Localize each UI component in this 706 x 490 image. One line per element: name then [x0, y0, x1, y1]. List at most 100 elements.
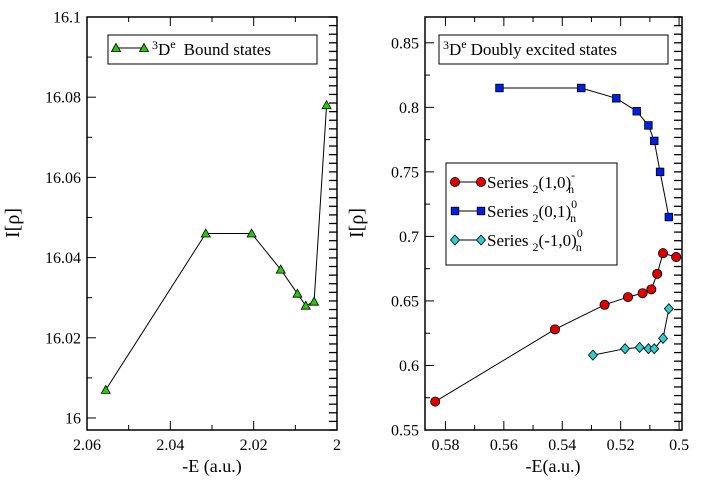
right-series-1-point [650, 136, 659, 146]
right-legend-marker-0 [449, 176, 460, 187]
right-legend-label-2-part-4: n [576, 240, 582, 254]
right-series-2-point [649, 343, 660, 355]
right-x-tick-label: 0.52 [607, 437, 635, 454]
left-panel: 2.06 2.04 2.02 21616.0216.0416.0616.0816.1 … [2, 10, 341, 478]
right-annotation-main: D [449, 40, 461, 59]
right-legend-label-1-part-0: Series [487, 202, 529, 221]
left-legend-marker-2 [138, 42, 150, 52]
right-legend-label-1-part-2: (0,1) [539, 202, 572, 221]
right-legend-label-0-part-1: 2 [533, 182, 539, 196]
right-series-1-point [612, 94, 621, 103]
right-series-0-point [637, 288, 648, 299]
left-series-0-point [321, 99, 332, 110]
left-legend-tail: Bound states [184, 40, 271, 59]
right-series-0-point [671, 252, 682, 263]
left-series-group [100, 99, 332, 394]
right-series-2-point [634, 341, 645, 353]
right-series-0-point [652, 268, 663, 279]
left-series-0-point [246, 228, 257, 238]
right-series-1-line [499, 87, 670, 218]
right-series-1-point [664, 212, 674, 222]
right-x-tick-label: 0.58 [431, 437, 459, 454]
right-series-0-point [658, 248, 669, 259]
right-y-axis-label: I[ρ] [346, 208, 368, 238]
left-plot-frame [86, 16, 338, 431]
right-annotation-sup: e [461, 37, 466, 51]
left-series-0-point [292, 288, 303, 298]
left-legend-marker-1 [110, 42, 122, 52]
right-series-0-point [646, 284, 657, 295]
right-series-2-point [620, 343, 631, 355]
right-legend-label-0-part-3: - [571, 168, 575, 182]
right-x-axis-label: -E(a.u.) [526, 456, 581, 477]
left-series-0-point [100, 384, 111, 394]
right-panel: 0.58 0.56 0.54 0.52 0.5 0.55 0.6 0.65 0.7 0.75 0.8… [346, 16, 689, 477]
right-series-2-point [663, 303, 674, 315]
right-series-2-point [587, 349, 598, 361]
left-legend-pre: 3 [152, 38, 158, 52]
right-series-1-point [644, 121, 653, 130]
right-series-1-point [632, 107, 641, 116]
right-series-2-point [657, 332, 669, 344]
left-x-tick-label: 2.02 [240, 437, 268, 454]
right-legend-label-0-part-4: n [568, 182, 574, 196]
left-x-tick-label: 2.06 [73, 437, 101, 454]
right-legend-marker-2 [449, 234, 461, 246]
right-annotation: 3De Doubly excited states [438, 34, 669, 65]
right-legend-marker-0 [475, 176, 486, 187]
left-y-tick-label: 16.04 [45, 250, 81, 267]
right-legend-label-2: Series 2(-1,0)0 n [487, 226, 583, 254]
right-annotation-pre: 3 [443, 38, 449, 52]
right-annotation-box [438, 34, 669, 65]
left-y-tick-label: 16.02 [45, 330, 81, 347]
right-legend-label-0-part-2: (1,0) [539, 173, 572, 192]
right-series-group [430, 83, 682, 407]
left-ticks: 2.06 2.04 2.02 2 16 16.02 16.04 16.06 16.08 16.1 [45, 10, 341, 455]
right-legend-marker-1 [450, 206, 460, 216]
right-legend-marker-1 [476, 206, 486, 216]
left-series-0-point [308, 296, 320, 306]
right-legend-box [445, 162, 618, 266]
right-legend-label-0: Series 2(1,0)-n [487, 168, 575, 196]
right-legend-marker-2 [475, 234, 487, 246]
left-y-axis-label: I[ρ] [2, 208, 24, 238]
left-legend-main: D [158, 40, 170, 59]
right-legend-label-2-part-1: 2 [533, 240, 539, 254]
right-ticks: 0.58 0.56 0.54 0.52 0.5 0.55 0.6 0.65 0.7 0.75 0.8… [391, 16, 689, 454]
left-x-tick-label: 2.04 [156, 437, 184, 454]
right-y-tick-label: 0.75 [391, 164, 419, 181]
right-legend-label-1-part-4: n [570, 211, 576, 225]
left-legend: 3De Bound states [107, 34, 318, 65]
right-y-tick-label: 0.8 [399, 100, 419, 117]
right-series-1-point [577, 83, 586, 93]
left-series-0-point [275, 264, 286, 274]
right-legend-label-2-part-2: (-1,0) [539, 231, 577, 250]
right-series-1-point [655, 167, 665, 177]
right-series-0-point [622, 292, 633, 303]
right-legend-label-1: Series 2(0,1)0 n [487, 197, 577, 225]
right-legend-label-1-part-1: 2 [533, 211, 539, 225]
left-y-tick-label: 16.06 [45, 170, 81, 187]
right-legend-label-2-part-0: Series [487, 231, 529, 250]
left-y-tick-label: 16.08 [45, 90, 81, 107]
right-series-0-point [599, 299, 610, 310]
left-x-axis-label: -E (a.u.) [182, 456, 241, 477]
right-y-tick-label: 0.6 [399, 358, 419, 375]
right-y-tick-label: 0.55 [391, 423, 419, 440]
right-annotation-tail: Doubly excited states [471, 40, 617, 59]
right-y-tick-label: 0.85 [391, 35, 419, 52]
left-y-tick-label: 16.1 [53, 10, 81, 27]
left-legend-label: 3De Bound states [152, 37, 271, 59]
right-annotation-label: 3De Doubly excited states [443, 37, 617, 59]
left-legend-sup: e [170, 37, 175, 51]
right-x-tick-label: 0.56 [490, 437, 518, 454]
right-series-1-point [495, 83, 504, 93]
right-legend-label-1-part-3: 0 [571, 197, 577, 211]
right-series-0-point [430, 396, 441, 407]
right-y-tick-label: 0.7 [399, 229, 419, 246]
left-series-0-point [200, 228, 211, 238]
left-x-tick-label: 2 [333, 437, 341, 454]
